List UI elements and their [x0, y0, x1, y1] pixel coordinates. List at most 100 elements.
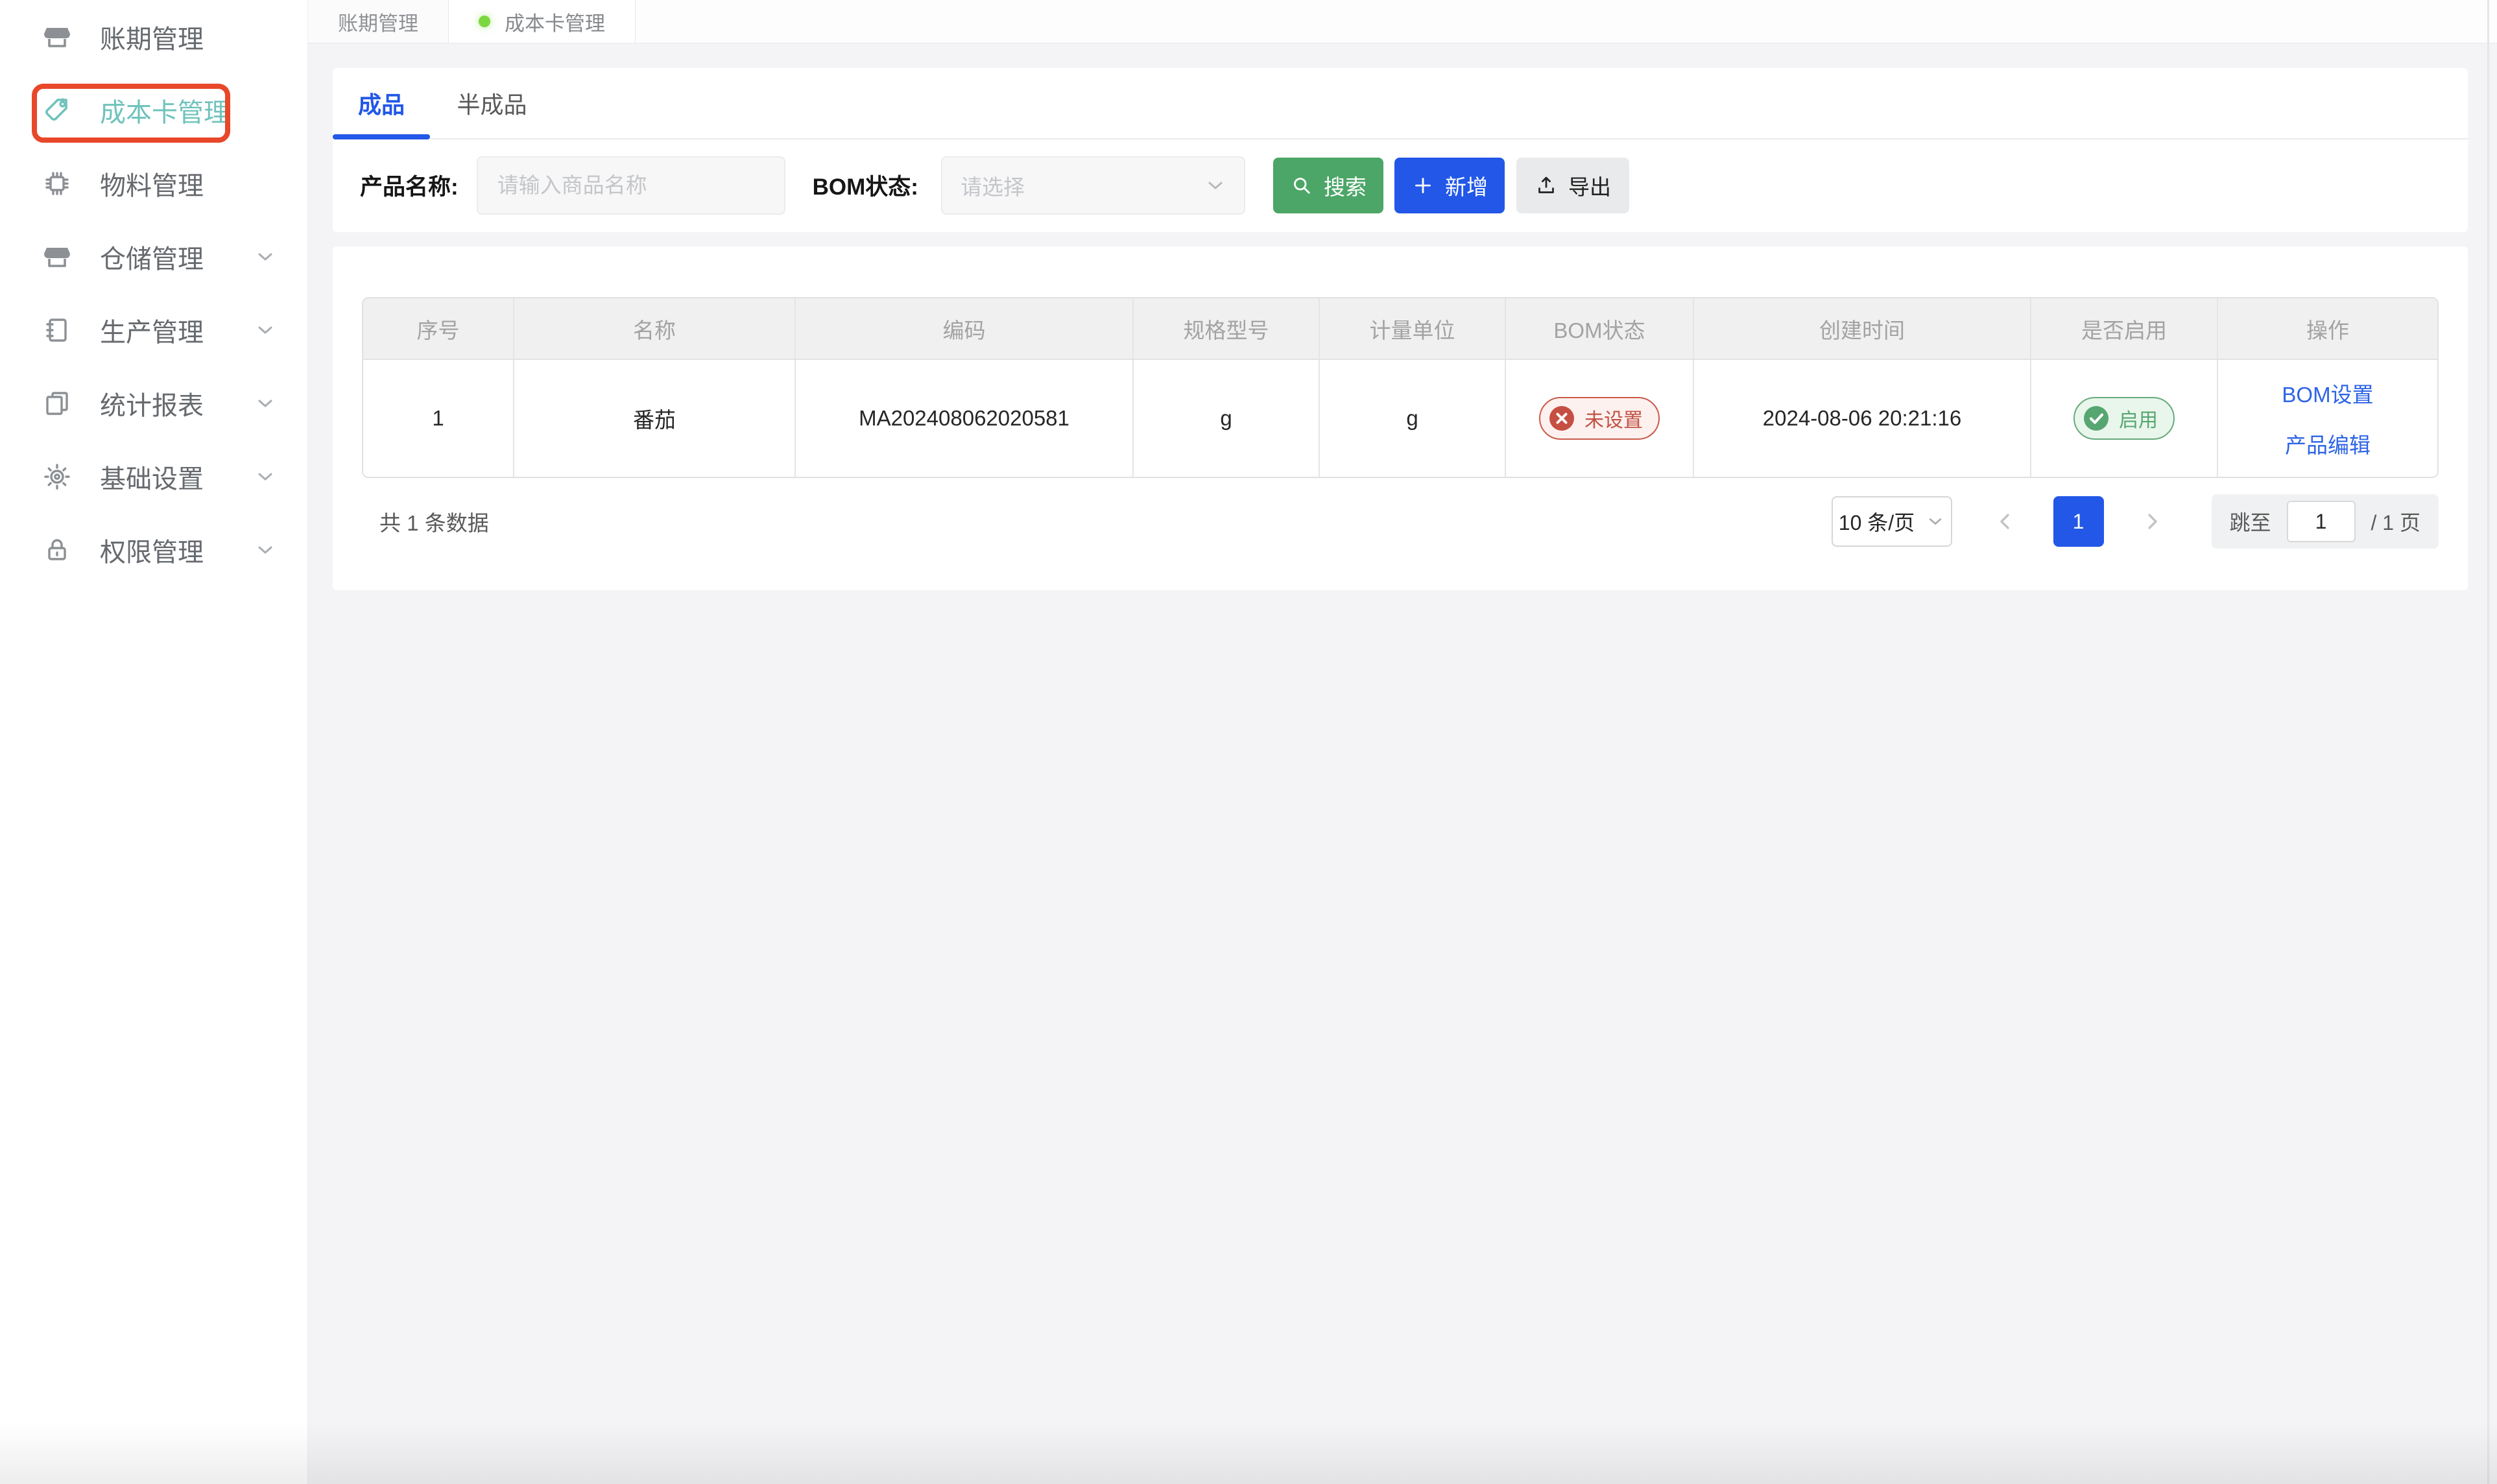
jump-to-page-group: 跳至 / 1 页	[2211, 494, 2439, 549]
enabled-badge: 启用	[2073, 397, 2175, 440]
sidebar-item-production[interactable]: 生产管理	[0, 293, 307, 366]
sidebar-item-material[interactable]: 物料管理	[0, 147, 307, 220]
notebook-icon	[42, 315, 73, 346]
filter-row: 产品名称: BOM状态: 请选择 搜索 新增 导出	[333, 139, 2468, 231]
cell-unit: g	[1320, 360, 1506, 477]
col-header-code: 编码	[796, 298, 1134, 359]
cell-code: MA202408062020581	[796, 360, 1134, 477]
col-header-bom-status: BOM状态	[1506, 298, 1694, 359]
storefront-icon	[42, 21, 73, 53]
table-body: 1 番茄 MA202408062020581 g g 未设置 2024-08-0…	[363, 360, 2437, 477]
sidebar-item-reports[interactable]: 统计报表	[0, 366, 307, 440]
chevron-down-icon	[1205, 175, 1226, 196]
bom-status-label: BOM状态:	[812, 174, 918, 200]
content-tabs: 成品 半成品	[333, 68, 2468, 139]
col-header-actions: 操作	[2306, 318, 2349, 342]
jump-page-input[interactable]	[2286, 501, 2356, 542]
bom-status-select[interactable]: 请选择	[940, 156, 1245, 215]
col-header-unit: 计量单位	[1320, 298, 1506, 359]
cell-created-at: 2024-08-06 20:21:16	[1694, 360, 2031, 477]
scrollbar-track[interactable]	[2487, 0, 2489, 1484]
product-edit-link[interactable]: 产品编辑	[2284, 433, 2371, 457]
tab-finished-product[interactable]: 成品	[333, 68, 430, 139]
x-circle-icon	[1549, 406, 1574, 431]
sidebar: 账期管理 成本卡管理 物料管理 仓储管理	[0, 0, 308, 1484]
export-button[interactable]: 导出	[1516, 157, 1629, 213]
col-header-index: 序号	[363, 298, 514, 359]
plus-icon	[1415, 177, 1431, 193]
product-name-label: 产品名称:	[360, 174, 459, 200]
sidebar-item-permissions[interactable]: 权限管理	[0, 513, 307, 586]
chevron-down-icon	[254, 539, 276, 561]
col-header-created-at: 创建时间	[1694, 298, 2031, 359]
jump-label: 跳至	[2229, 511, 2271, 534]
product-name-input[interactable]	[476, 156, 785, 215]
storefront-icon	[42, 241, 73, 272]
chevron-left-icon	[2000, 514, 2009, 529]
sidebar-item-label: 基础设置	[100, 464, 204, 494]
cell-bom-status: 未设置	[1506, 360, 1694, 477]
page-size-select[interactable]: 10 条/页	[1831, 496, 1952, 547]
table-card: 序号 名称 编码 规格型号 计量单位 BOM状态 创建时间 是否启用 操作 1 …	[333, 246, 2468, 590]
chevron-down-icon	[254, 466, 276, 488]
cell-enabled: 启用	[2031, 360, 2218, 477]
sidebar-item-account-period[interactable]: 账期管理	[0, 0, 307, 73]
next-page-button[interactable]	[2139, 509, 2165, 534]
page-number-button[interactable]: 1	[2053, 496, 2104, 547]
pagination-bar: 共 1 条数据 10 条/页 1 跳至 / 1 页	[362, 494, 2439, 549]
search-button[interactable]: 搜索	[1272, 157, 1383, 213]
tab-label: 成品	[357, 91, 405, 118]
filter-card: 成品 半成品 产品名称: BOM状态: 请选择 搜索 新增	[333, 68, 2468, 232]
prev-page-button[interactable]	[1992, 509, 2018, 534]
tab-label: 半成品	[457, 91, 527, 118]
col-header-spec: 规格型号	[1134, 298, 1320, 359]
top-tab-bar: 账期管理 成本卡管理	[308, 0, 2497, 43]
table-header: 序号 名称 编码 规格型号 计量单位 BOM状态 创建时间 是否启用 操作	[363, 298, 2437, 360]
page-size-value: 10 条/页	[1838, 511, 1915, 534]
search-icon	[1294, 177, 1310, 194]
total-count-text: 共 1 条数据	[379, 511, 489, 535]
sidebar-item-label: 权限管理	[100, 538, 204, 567]
check-circle-icon	[2084, 406, 2109, 431]
total-pages-text: / 1 页	[2371, 511, 2420, 534]
top-tab-cost-card[interactable]: 成本卡管理	[449, 0, 636, 43]
sidebar-item-label: 物料管理	[100, 171, 204, 200]
export-icon	[1538, 176, 1554, 193]
sidebar-item-cost-card[interactable]: 成本卡管理	[0, 73, 307, 147]
table-row: 1 番茄 MA202408062020581 g g 未设置 2024-08-0…	[363, 360, 2437, 477]
cell-spec: g	[1134, 360, 1320, 477]
cell-index: 1	[363, 360, 514, 477]
col-header-name: 名称	[514, 298, 796, 359]
bom-status-badge: 未设置	[1539, 397, 1660, 440]
top-tab-account-period[interactable]: 账期管理	[308, 0, 449, 43]
sidebar-item-label: 统计报表	[100, 391, 204, 420]
sidebar-item-settings[interactable]: 基础设置	[0, 440, 307, 513]
top-tab-label: 账期管理	[338, 12, 418, 35]
sidebar-item-label: 仓储管理	[100, 245, 204, 274]
chevron-down-icon	[1930, 518, 1942, 525]
chip-icon	[42, 168, 73, 199]
chevron-right-icon	[2147, 514, 2157, 529]
sidebar-item-warehouse[interactable]: 仓储管理	[0, 220, 307, 293]
bom-setting-link[interactable]: BOM设置	[2282, 383, 2374, 407]
add-button[interactable]: 新增	[1394, 157, 1505, 213]
tag-icon	[42, 95, 73, 126]
col-header-enabled: 是否启用	[2031, 298, 2218, 359]
sidebar-item-label: 成本卡管理	[100, 98, 230, 127]
top-tab-label: 成本卡管理	[505, 12, 605, 35]
gear-icon	[42, 461, 73, 492]
chevron-down-icon	[254, 392, 276, 414]
active-tab-dot-icon	[479, 16, 490, 27]
report-icon	[42, 388, 73, 419]
sidebar-item-label: 生产管理	[100, 318, 204, 347]
chevron-down-icon	[254, 319, 276, 341]
chevron-down-icon	[254, 246, 276, 268]
bom-status-placeholder: 请选择	[960, 174, 1025, 199]
lock-icon	[42, 534, 73, 566]
products-table: 序号 名称 编码 规格型号 计量单位 BOM状态 创建时间 是否启用 操作 1 …	[362, 297, 2439, 478]
bottom-fade-overlay	[0, 1422, 2497, 1484]
sidebar-item-label: 账期管理	[100, 25, 204, 54]
tab-semi-finished-product[interactable]: 半成品	[435, 68, 549, 138]
cell-actions: BOM设置 产品编辑	[2218, 360, 2437, 477]
cell-name: 番茄	[514, 360, 796, 477]
